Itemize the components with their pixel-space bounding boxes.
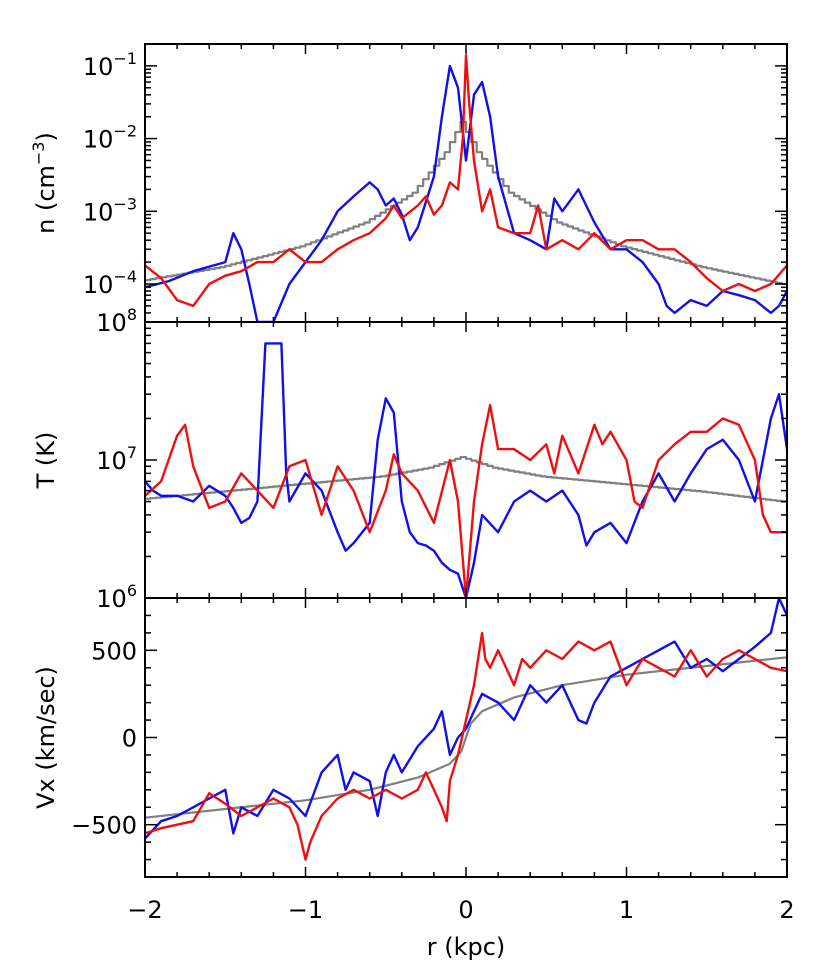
y-tick-label: 10−3: [83, 194, 137, 226]
series-line-blue: [145, 342, 787, 598]
plot-frame: [144, 321, 788, 599]
series-line-gray: [145, 656, 787, 819]
y-tick-label: 10−1: [83, 49, 137, 81]
y-axis-label: T (K): [32, 432, 60, 490]
x-axis-label: r (kpc): [427, 933, 506, 961]
density-panel: 10−4 10−3 10−2 10−1 n (cm−3): [29, 43, 788, 323]
y-tick-label: 0: [122, 725, 137, 753]
y-tick-label: 500: [91, 637, 137, 665]
y-tick-label: 107: [96, 443, 137, 475]
x-tick-label: −1: [288, 896, 323, 924]
series-line-blue: [145, 598, 787, 840]
series-line-gray: [145, 456, 787, 503]
velocity-panel: −500 0 500 Vx (km/sec): [32, 597, 788, 878]
y-tick-label: 10−4: [83, 267, 137, 299]
series-line-red: [145, 54, 787, 308]
temperature-panel: 106 107 108 T (K): [32, 305, 788, 613]
series-line-red: [145, 403, 787, 598]
y-axis-label: n (cm−3): [29, 132, 60, 234]
y-axis-label: Vx (km/sec): [32, 666, 60, 809]
y-tick-label: 108: [96, 305, 137, 337]
series-line-red: [145, 631, 787, 861]
y-tick-label: 106: [96, 581, 137, 613]
x-tick-label: 1: [619, 896, 634, 924]
y-tick-label: −500: [71, 812, 137, 840]
series-line-gray: [145, 120, 787, 286]
x-tick-labels: −2 −1 0 1 2: [127, 896, 794, 924]
x-tick-label: 0: [458, 896, 473, 924]
x-tick-label: 2: [779, 896, 794, 924]
y-tick-label: 10−2: [83, 122, 137, 154]
x-tick-label: −2: [127, 896, 162, 924]
series-line-blue: [145, 64, 787, 322]
